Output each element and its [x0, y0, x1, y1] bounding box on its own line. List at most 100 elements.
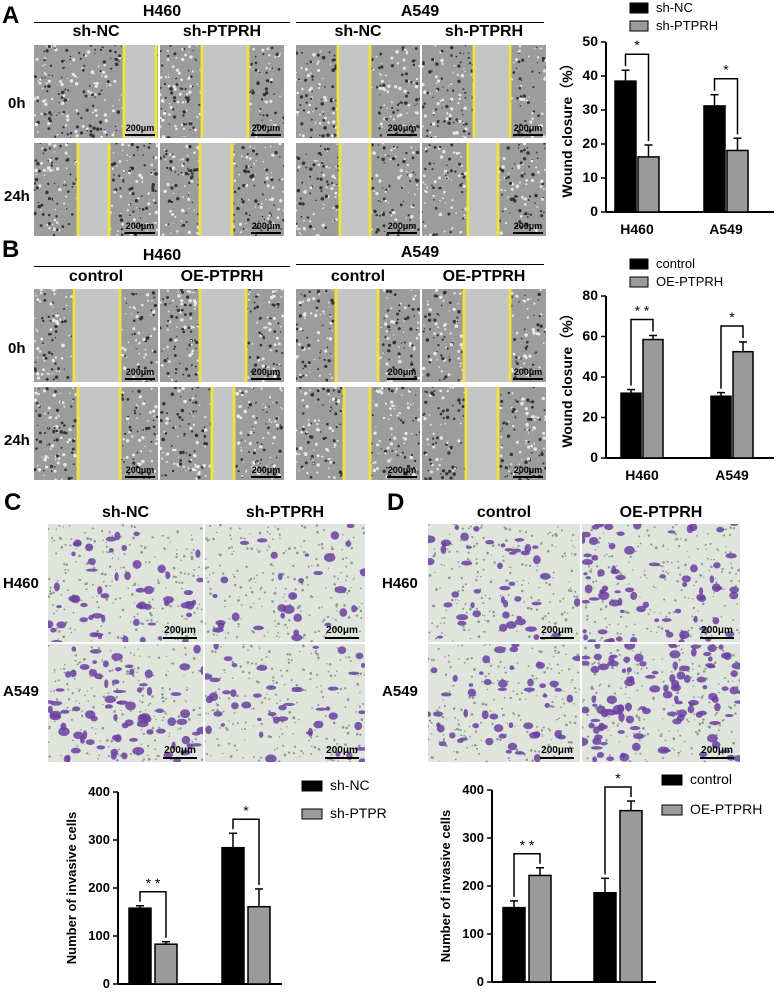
- bar-a549-0: [593, 891, 617, 983]
- y-tick-label: 60: [582, 328, 598, 344]
- invasion-image-c-a549-shnc: 200μm: [48, 644, 203, 762]
- y-tick-label: 20: [582, 135, 598, 151]
- legend-swatch: [301, 808, 323, 820]
- wound-image-b-24h-4: 200μm: [422, 387, 546, 480]
- scale-bar: 200μm: [387, 123, 417, 136]
- scale-bar: 200μm: [513, 367, 543, 380]
- legend-label: OE-PTPRH: [690, 801, 762, 817]
- scale-bar: 200μm: [387, 465, 417, 478]
- y-tick-label: 20: [582, 409, 598, 425]
- legend-label: sh-NC: [330, 777, 370, 793]
- group-underline-a549-a: [296, 22, 544, 23]
- wound-image-b-24h-2: 200μm: [160, 387, 284, 480]
- wound-image-a-0h-3: 200μm: [296, 45, 420, 138]
- legend-swatch: [301, 780, 323, 792]
- significance-mark: * *: [520, 837, 535, 853]
- scale-bar: 200μm: [251, 123, 281, 136]
- group-header-h460-b: H460: [142, 247, 182, 264]
- condition-header-a4: sh-PTPRH: [444, 23, 524, 40]
- legend-label: sh-NC: [656, 0, 693, 15]
- scale-bar: 200μm: [700, 745, 734, 759]
- panel-label-c: C: [4, 489, 22, 516]
- y-tick-label: 0: [103, 976, 110, 991]
- y-tick-label: 300: [88, 832, 110, 847]
- row-label-24h-a: 24h: [4, 188, 30, 205]
- panel-label-d: D: [387, 489, 405, 516]
- significance-bracket: [232, 818, 260, 885]
- y-tick-label: 100: [462, 926, 484, 941]
- scale-bar: 200μm: [125, 367, 155, 380]
- condition-header-d1: control: [476, 504, 532, 521]
- bar-a549-0: [710, 395, 732, 459]
- row-label-h460-d: H460: [382, 575, 418, 592]
- invasion-image-c-a549-shptprh: 200μm: [205, 644, 365, 762]
- scale-bar: 200μm: [700, 625, 734, 639]
- bar-a549-1: [247, 905, 271, 985]
- legend-swatch: [661, 774, 683, 786]
- legend-swatch: [629, 276, 649, 288]
- y-tick-label: 200: [462, 878, 484, 893]
- significance-bracket: [624, 53, 650, 142]
- row-label-a549-c: A549: [3, 683, 39, 700]
- bar-chart-b: 0 20 40 60 80 Wound closure（%） * * H460 * A549 con…: [559, 256, 774, 483]
- row-label-24h-b: 24h: [4, 432, 30, 449]
- panel-label-a: A: [2, 2, 20, 29]
- scale-bar: 200μm: [540, 745, 574, 759]
- significance-mark: *: [723, 62, 729, 78]
- x-category-label: A549: [715, 467, 749, 483]
- condition-header-c2: sh-PTPRH: [245, 504, 325, 521]
- condition-header-d2: OE-PTPRH: [619, 504, 703, 521]
- row-label-0h-b: 0h: [8, 340, 26, 357]
- condition-header-a2: sh-PTPRH: [182, 23, 262, 40]
- significance-bracket: [604, 786, 632, 875]
- bar-h460-1: [528, 874, 552, 983]
- scale-bar: 200μm: [540, 625, 574, 639]
- bar-a549-0: [221, 846, 245, 985]
- bar-h460-1: [642, 338, 664, 459]
- y-tick-label: 0: [590, 449, 598, 465]
- y-axis-label: Wound closure（%）: [559, 56, 575, 197]
- scale-bar: 200μm: [513, 123, 543, 136]
- wound-image-a-24h-4: 200μm: [422, 143, 546, 236]
- wound-image-a-0h-2: 200μm: [160, 45, 284, 138]
- legend-label: OE-PTPRH: [656, 274, 723, 289]
- invasion-image-d-h460-oe: 200μm: [582, 524, 740, 642]
- legend-swatch: [629, 20, 649, 32]
- bar-a549-1: [619, 809, 643, 983]
- condition-header-a1: sh-NC: [72, 23, 120, 40]
- legend-label: sh-PTPRH: [656, 18, 718, 33]
- group-underline-a549-b: [296, 264, 544, 265]
- bar-chart-d: 0 100 200 300 400 Number of invasive cells * *…: [438, 770, 762, 989]
- scale-bar: 200μm: [325, 745, 359, 759]
- condition-header-b2: OE-PTPRH: [180, 268, 264, 285]
- wound-image-b-0h-1: 200μm: [34, 289, 158, 382]
- invasion-image-c-h460-shnc: 200μm: [48, 524, 203, 642]
- x-category-label: H460: [620, 221, 654, 237]
- wound-image-a-24h-1: 200μm: [34, 143, 158, 236]
- significance-mark: * *: [146, 875, 161, 891]
- panel-label-b: B: [2, 236, 20, 263]
- legend-label: sh-PTPRH: [330, 805, 386, 821]
- wound-image-b-0h-4: 200μm: [422, 289, 546, 382]
- scale-bar: 200μm: [325, 625, 359, 639]
- significance-bracket: [713, 77, 739, 135]
- legend-swatch: [629, 2, 649, 14]
- legend-label: control: [656, 256, 695, 271]
- legend-swatch: [629, 258, 649, 270]
- y-tick-label: 80: [582, 287, 598, 303]
- wound-image-b-0h-2: 200μm: [160, 289, 284, 382]
- y-axis-label: Wound closure（%）: [559, 306, 575, 447]
- group-underline-h460-b: [34, 266, 290, 267]
- condition-header-c1: sh-NC: [101, 504, 150, 521]
- scale-bar: 200μm: [163, 625, 197, 639]
- y-tick-label: 0: [477, 974, 484, 989]
- wound-image-a-24h-3: 200μm: [296, 143, 420, 236]
- legend-label: control: [690, 771, 732, 787]
- group-header-a549-a: A549: [400, 3, 440, 20]
- wound-image-b-0h-3: 200μm: [296, 289, 420, 382]
- bar-a549-1: [732, 350, 754, 459]
- bar-h460-0: [502, 906, 526, 983]
- condition-header-b4: OE-PTPRH: [442, 268, 526, 285]
- significance-mark: *: [615, 770, 621, 786]
- significance-bracket: [513, 853, 541, 897]
